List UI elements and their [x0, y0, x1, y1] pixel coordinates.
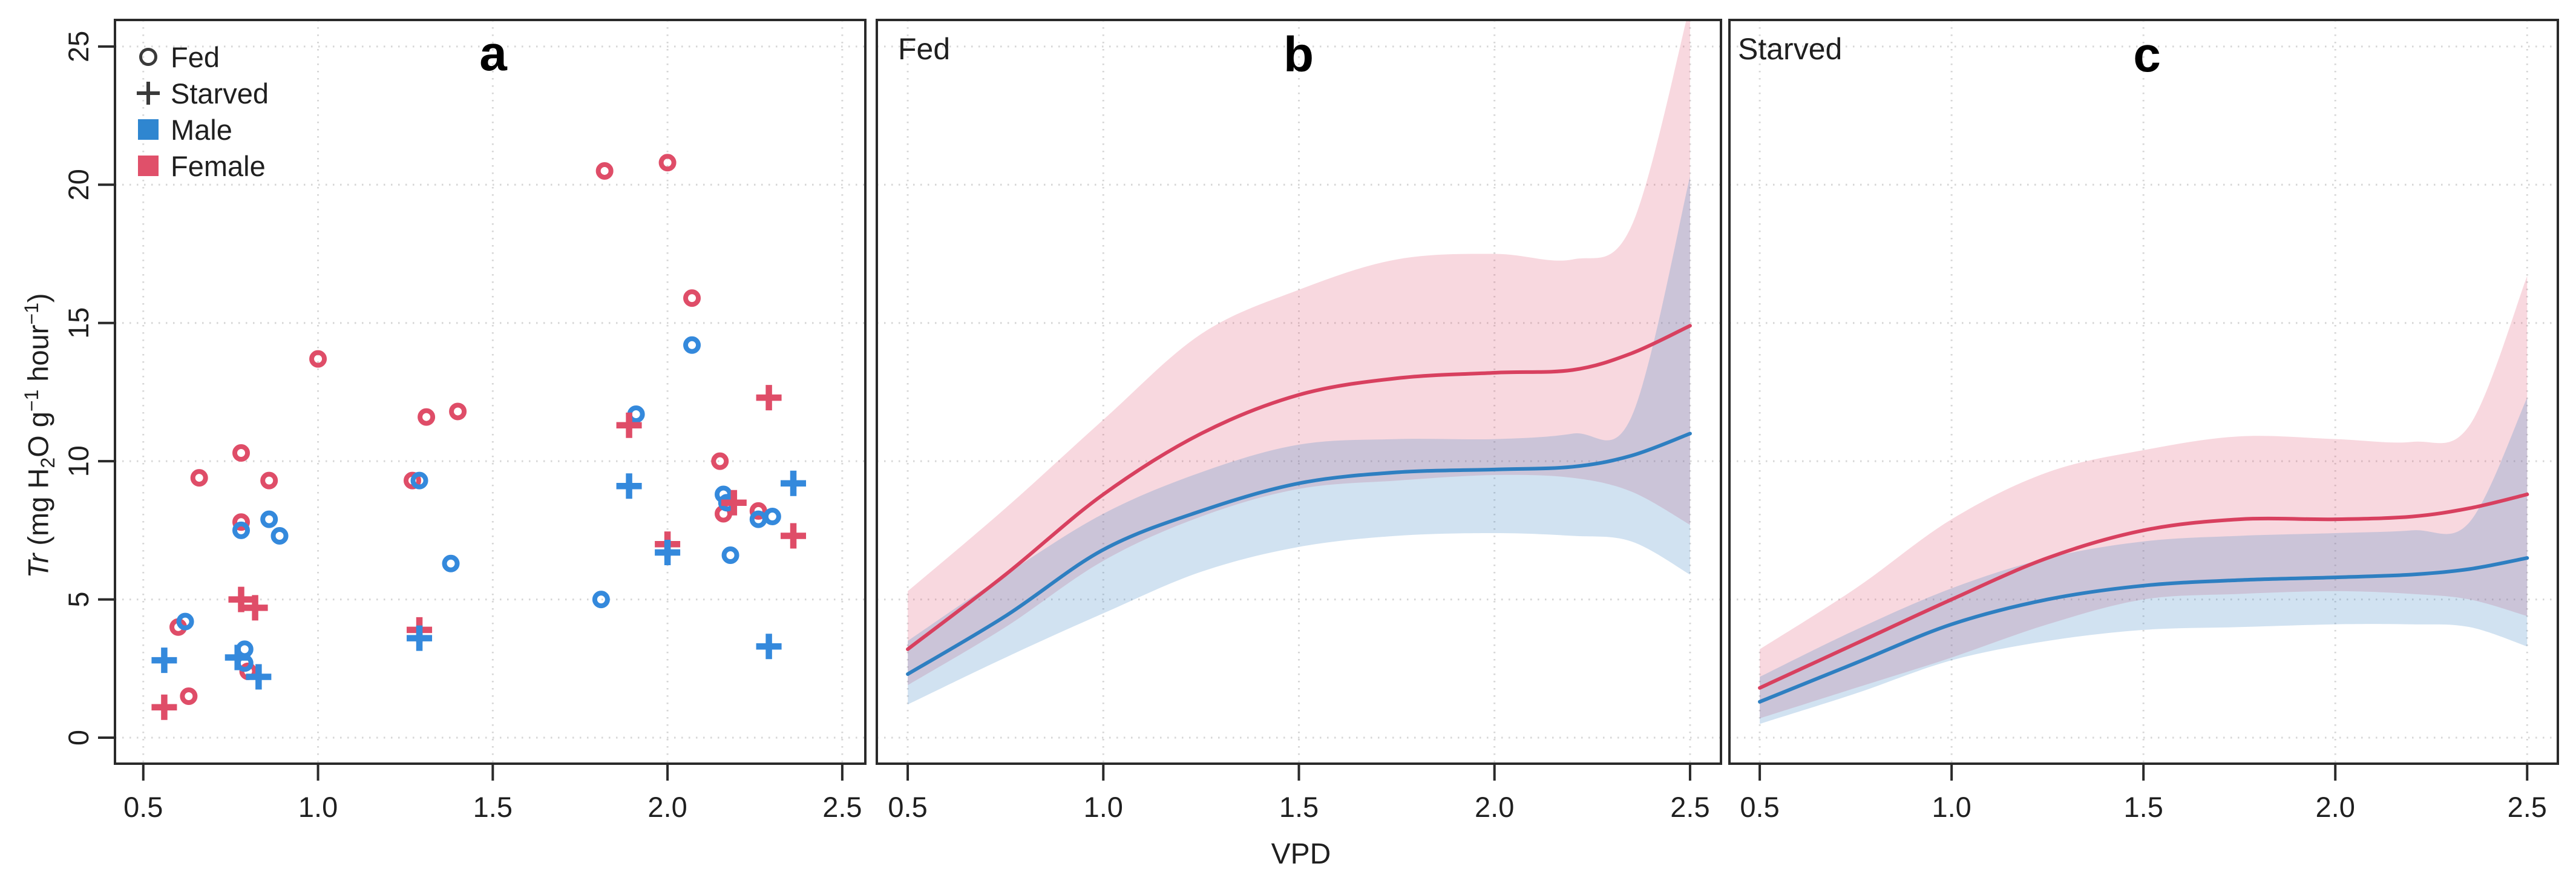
fed-male-point: [683, 336, 701, 354]
fed-male-point: [763, 508, 781, 526]
legend-label: Starved: [171, 77, 269, 110]
panel-c-letter: c: [2133, 27, 2161, 82]
x-tick-label: 1.5: [2124, 791, 2163, 823]
fed-female-point: [658, 154, 677, 172]
starved-male-point: [756, 634, 782, 660]
fed-female-point: [683, 289, 701, 307]
fed-female-point: [403, 471, 421, 490]
fed-male-point: [410, 471, 428, 490]
fed-female-point: [190, 469, 208, 487]
starved-female-point: [616, 412, 642, 438]
starved-female-point: [756, 385, 782, 411]
x-tick-label: 0.5: [888, 791, 927, 823]
y-tick-label: 20: [62, 169, 94, 200]
starved-male-point: [616, 473, 642, 499]
fed-female-point: [309, 350, 327, 368]
female-confidence-band: [908, 20, 1690, 686]
female-confidence-band: [1760, 276, 2528, 719]
fed-male-point: [232, 521, 250, 539]
fed-female-point: [418, 408, 436, 426]
x-tick-label: 0.5: [1740, 791, 1779, 823]
x-tick-label: 2.0: [1475, 791, 1514, 823]
fed-female-point: [232, 513, 250, 531]
starved-male-point: [151, 647, 177, 674]
female-fit-curve: [1758, 493, 2529, 690]
legend-label: Male: [171, 113, 232, 146]
x-tick-label: 2.5: [2508, 791, 2547, 823]
fed-female-point: [180, 687, 198, 706]
male-fit-curve: [1758, 556, 2529, 704]
plus-icon: [134, 79, 162, 107]
fed-female-point: [449, 402, 467, 421]
fed-female-point: [595, 162, 614, 180]
x-tick-label: 2.5: [1670, 791, 1709, 823]
starved-female-point: [242, 595, 268, 621]
fed-male-point: [176, 612, 194, 631]
panel-b-letter: b: [1283, 27, 1314, 82]
x-tick-label: 1.5: [1279, 791, 1319, 823]
fed-male-point: [592, 591, 610, 609]
male-confidence-band: [1760, 398, 2528, 724]
fed-male-point: [270, 527, 289, 545]
starved-male-point: [246, 664, 272, 690]
x-tick-label: 2.0: [2316, 791, 2355, 823]
x-tick-label: 1.0: [1084, 791, 1123, 823]
starved-female-point: [228, 586, 254, 612]
starved-female-point: [151, 694, 177, 720]
open-circle-icon: [134, 43, 162, 71]
starved-male-point: [781, 470, 807, 496]
starved-male-point: [224, 644, 251, 670]
x-tick-label: 1.0: [1932, 791, 1971, 823]
x-tick-label: 1.0: [298, 791, 338, 823]
fed-male-point: [721, 546, 739, 565]
starved-female-point: [781, 523, 807, 549]
x-tick-label: 1.5: [473, 791, 513, 823]
fed-female-point: [749, 502, 767, 520]
legend-item-starved: Starved: [134, 75, 269, 111]
legend: Fed Starved Male Female: [134, 39, 269, 184]
x-axis-label: VPD: [1271, 838, 1331, 870]
fed-female-point: [232, 444, 250, 462]
legend-item-male: Male: [134, 111, 269, 148]
panel-b: 0.5 1.0 1.5 2.0 2.5: [876, 19, 1722, 823]
legend-label: Female: [171, 149, 266, 182]
fed-male-point: [260, 510, 278, 528]
y-tick-label: 15: [62, 307, 94, 339]
x-tick-label: 2.5: [822, 791, 862, 823]
female-fit-curve: [906, 324, 1692, 651]
x-tick-label: 0.5: [123, 791, 163, 823]
fed-male-point: [442, 554, 460, 572]
starved-male-point: [407, 625, 433, 651]
y-tick-label: 5: [62, 592, 94, 608]
panel-a: 0.5 1.0 1.5 2.0 2.5 0 5 10 15 20 25: [62, 19, 867, 823]
panel-c-condition-label: Starved: [1738, 32, 1843, 66]
legend-item-fed: Fed: [134, 39, 269, 75]
legend-item-female: Female: [134, 148, 269, 184]
female-swatch-icon: [134, 152, 162, 180]
male-fit-curve: [906, 431, 1692, 676]
panel-a-letter: a: [479, 26, 507, 81]
y-tick-label: 25: [62, 31, 94, 62]
legend-label: Fed: [171, 41, 220, 73]
y-tick-label: 10: [62, 445, 94, 477]
fed-female-point: [711, 452, 729, 470]
panel-c: 0.5 1.0 1.5 2.0 2.5: [1728, 19, 2559, 823]
male-confidence-band: [908, 176, 1690, 705]
fed-female-point: [260, 471, 278, 490]
x-tick-label: 2.0: [647, 791, 687, 823]
starved-male-point: [655, 539, 681, 565]
starved-female-point: [721, 490, 747, 516]
y-axis-label: Tr (mg H2O g−1 hour−1): [21, 293, 59, 579]
panel-border: [114, 19, 867, 765]
panel-b-condition-label: Fed: [898, 32, 951, 66]
male-swatch-icon: [134, 116, 162, 143]
y-tick-label: 0: [62, 730, 94, 746]
